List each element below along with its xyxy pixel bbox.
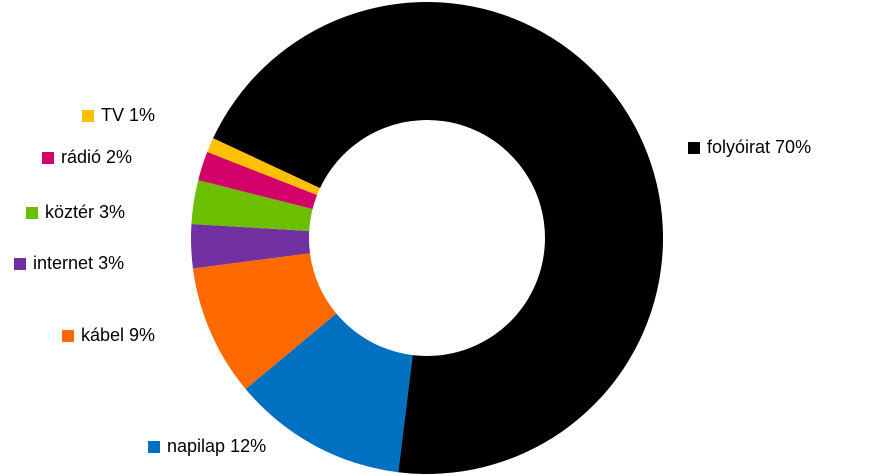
legend-swatch [14, 258, 26, 270]
slice-label-value: 1% [129, 105, 155, 125]
donut-slice [198, 151, 318, 210]
slice-label-name: napilap [167, 436, 225, 456]
slice-label-name: köztér [45, 202, 94, 222]
slice-label-name: internet [33, 253, 93, 273]
slice-label-value: 3% [99, 202, 125, 222]
slice-label-name: folyóirat [707, 137, 770, 157]
donut-slice [245, 313, 413, 473]
legend-swatch [148, 441, 160, 453]
slice-label-value: 12% [230, 436, 266, 456]
legend-swatch [62, 330, 74, 342]
legend-swatch [26, 207, 38, 219]
donut-slice [192, 253, 337, 390]
donut-slice [191, 180, 313, 232]
donut-slice [191, 224, 310, 269]
legend-swatch [42, 152, 54, 164]
slice-label: köztér 3% [45, 202, 125, 222]
slice-label: napilap 12% [167, 436, 266, 456]
slice-label-value: 3% [98, 253, 124, 273]
slice-label-value: 2% [106, 147, 132, 167]
slice-label: kábel 9% [81, 325, 155, 345]
slice-label: internet 3% [33, 253, 124, 273]
slice-label-value: 70% [775, 137, 811, 157]
slice-label-name: kábel [81, 325, 124, 345]
slice-label-name: TV [101, 105, 124, 125]
donut-slice [207, 138, 321, 195]
legend-swatch [688, 142, 700, 154]
slice-label-value: 9% [129, 325, 155, 345]
slice-label-name: rádió [61, 147, 101, 167]
legend-swatch [82, 110, 94, 122]
donut-slice [213, 2, 663, 475]
slice-label: folyóirat 70% [707, 137, 811, 157]
slice-label: TV 1% [101, 105, 155, 125]
slice-label: rádió 2% [61, 147, 132, 167]
